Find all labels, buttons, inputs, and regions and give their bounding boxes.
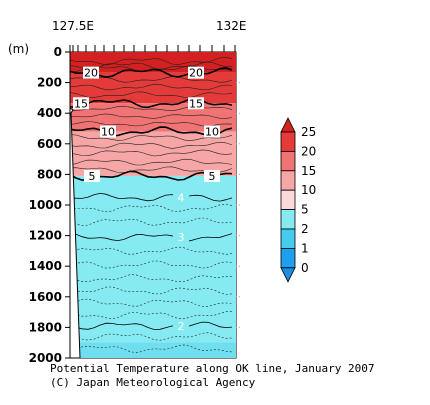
- isotherm-label-bg: [188, 66, 204, 79]
- colorbar-segment: [280, 228, 296, 249]
- isotherm-labels: 20 20 15 15 10 10 5 5 4 3 2: [73, 66, 220, 333]
- dashed-isotherm: [70, 344, 233, 353]
- colorbar-segment: [280, 189, 296, 210]
- section-color-bands: [70, 52, 236, 358]
- isotherm-label: 10: [101, 126, 115, 139]
- colorbar-tick-label: 1: [301, 241, 309, 255]
- section-band: [70, 131, 236, 176]
- isotherm-label-bg: [173, 191, 189, 204]
- dashed-isotherm: [70, 217, 233, 226]
- isotherm-label: 15: [189, 97, 203, 110]
- dashed-isotherm: [70, 274, 232, 283]
- colorbar-tick-label: 0: [301, 261, 309, 275]
- bottom-edge: [69, 107, 81, 359]
- isotherm-label: 15: [74, 97, 88, 110]
- isotherm-label: 2: [178, 320, 185, 333]
- isotherm-label-bg: [204, 125, 220, 138]
- minor-isotherm: [70, 158, 233, 166]
- major-isotherm: [70, 321, 233, 330]
- major-isotherm: [70, 192, 233, 202]
- y-tick-label: 1800: [29, 320, 62, 334]
- colorbar-segment: [280, 170, 296, 191]
- colorbar-cold-arrow: [280, 267, 296, 283]
- isotherm-label-bg: [83, 66, 99, 79]
- depth-axis: 0 200 400 600 800 1000 1200 1400 1600 1800 2000: [29, 45, 242, 365]
- y-tick-label: 1400: [29, 259, 62, 273]
- isotherm-label-bg: [84, 169, 100, 182]
- x-tick-label-east: 132E: [216, 19, 247, 33]
- station-ticks: [69, 45, 236, 52]
- x-tick-label-west: 127.5E: [52, 19, 94, 33]
- isotherm-label: 4: [178, 191, 185, 204]
- colorbar-segment: [280, 247, 296, 269]
- minor-isotherm: [70, 134, 233, 142]
- colorbar-tick-label: 5: [301, 203, 309, 217]
- isotherm-label: 3: [178, 231, 185, 244]
- colorbar-tick-label: 25: [301, 125, 316, 139]
- y-tick-label: 1200: [29, 229, 62, 243]
- minor-isotherm: [70, 141, 233, 149]
- y-tick-label: 400: [37, 106, 62, 120]
- colorbar-tick-label: 15: [301, 164, 316, 178]
- colorbar-segment: [280, 209, 296, 230]
- y-tick-label: 600: [37, 137, 62, 151]
- isotherm-label-bg: [204, 169, 220, 182]
- section-band: [70, 175, 236, 358]
- isotherm-label: 20: [189, 67, 203, 80]
- isotherm-label-bg: [73, 97, 89, 110]
- minor-isotherm: [70, 149, 233, 157]
- y-axis-label: (m): [8, 42, 29, 56]
- major-isotherm: [70, 97, 233, 109]
- y-tick-label: 200: [37, 76, 62, 90]
- y-tick-label: 0: [54, 45, 62, 59]
- colorbar-warm-arrow: [280, 117, 296, 133]
- isotherm-label: 5: [89, 170, 96, 183]
- minor-isotherm: [70, 105, 233, 112]
- colorbar-tick-label: 2: [301, 222, 309, 236]
- y-tick-label: 1600: [29, 290, 62, 304]
- colorbar-segment: [280, 131, 296, 152]
- minor-isotherm: [70, 91, 233, 98]
- y-tick-label: 2000: [29, 351, 62, 365]
- colorbar-segment: [280, 150, 296, 172]
- isotherm-label-bg: [173, 319, 189, 332]
- colorbar-tick-label: 10: [301, 183, 316, 197]
- credit-text: (C) Japan Meteorological Agency: [50, 376, 256, 389]
- dashed-isotherm: [70, 298, 233, 307]
- minor-isotherm: [70, 113, 233, 119]
- y-tick-label: 800: [37, 167, 62, 181]
- colorbar-tick-label: 20: [301, 144, 316, 158]
- section-band-deep: [70, 342, 236, 358]
- y-tick-label: 1000: [29, 198, 62, 212]
- isotherm-label-bg: [188, 97, 204, 110]
- chart-title: Potential Temperature along OK line, Jan…: [50, 362, 375, 375]
- isotherm-label: 10: [205, 126, 219, 139]
- isotherm-label: 5: [209, 170, 216, 183]
- major-isotherm: [70, 232, 233, 242]
- isotherm-label-bg: [173, 231, 189, 244]
- isotherm-label-bg: [100, 125, 116, 138]
- isotherm-label: 20: [84, 67, 98, 80]
- minor-isotherm: [70, 83, 233, 91]
